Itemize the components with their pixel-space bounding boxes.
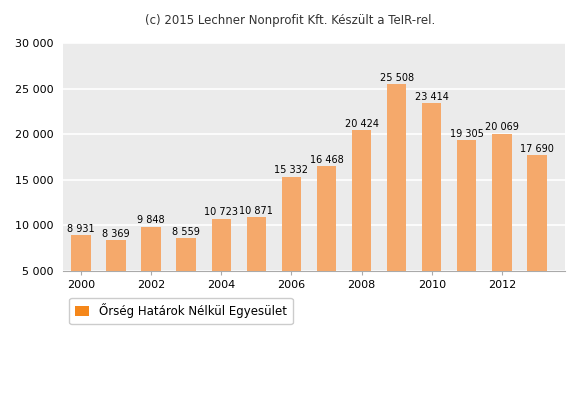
Bar [71,235,90,316]
Text: 9 848: 9 848 [137,215,165,225]
Bar [387,84,406,316]
Legend: Őrség Határok Nélkül Egyesület: Őrség Határok Nélkül Egyesület [69,298,293,324]
Text: 23 414: 23 414 [415,92,449,102]
Text: 10 723: 10 723 [204,207,238,217]
Text: 25 508: 25 508 [379,72,414,82]
Text: 19 305: 19 305 [450,129,484,139]
Bar [176,238,196,316]
Text: 10 871: 10 871 [240,206,273,216]
Text: (c) 2015 Lechner Nonprofit Kft. Készült a TeIR-rel.: (c) 2015 Lechner Nonprofit Kft. Készült … [145,14,435,27]
Bar [457,140,476,316]
Text: 20 069: 20 069 [485,122,519,132]
Bar [142,227,161,316]
Bar [492,134,512,316]
Bar [106,240,126,316]
Text: 8 369: 8 369 [102,229,130,239]
Bar [527,155,546,316]
Bar [212,219,231,316]
Bar [282,177,301,316]
Bar [317,166,336,316]
Text: 16 468: 16 468 [310,155,343,165]
Text: 15 332: 15 332 [274,165,309,175]
Text: 8 931: 8 931 [67,224,95,234]
Bar [352,130,371,316]
Bar [422,103,441,316]
Text: 8 559: 8 559 [172,227,200,237]
Bar [246,217,266,316]
Text: 17 690: 17 690 [520,144,554,154]
Text: 20 424: 20 424 [345,119,379,129]
